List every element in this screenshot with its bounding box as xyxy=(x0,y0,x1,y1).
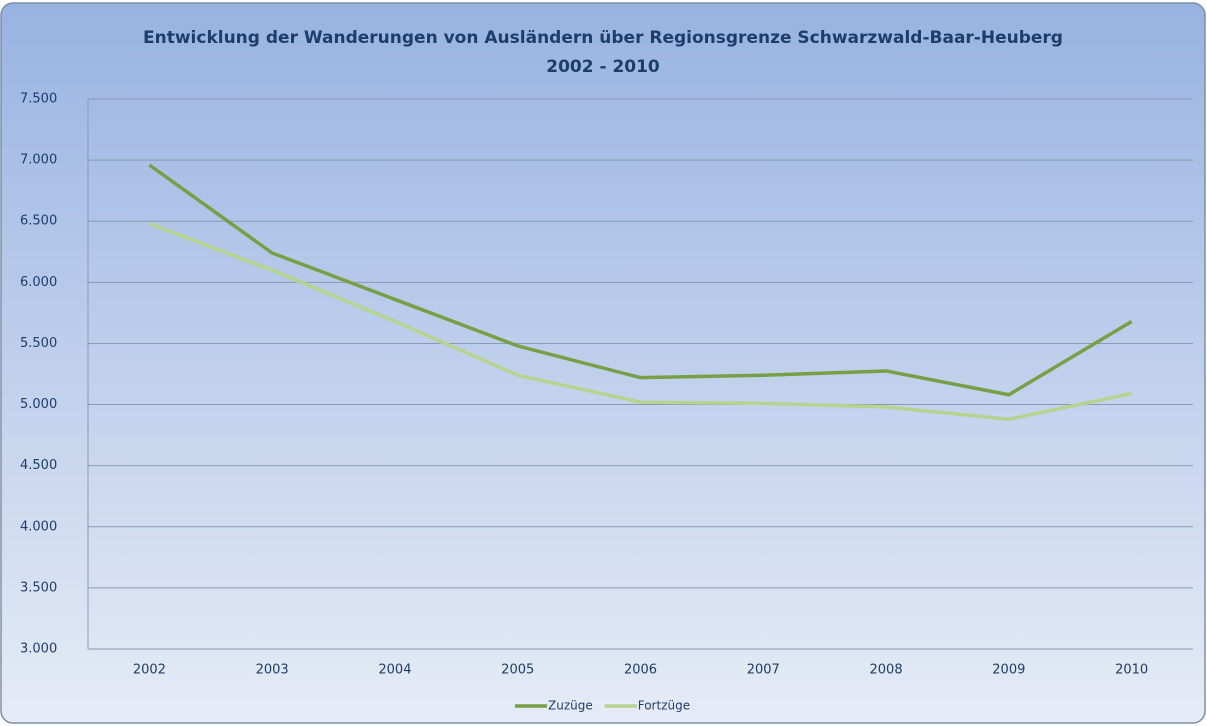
y-tick-label: 7.000 xyxy=(20,153,57,168)
chart-subtitle: 2002 - 2010 xyxy=(546,57,660,77)
x-tick-label: 2010 xyxy=(1115,663,1148,678)
y-tick-label: 5.500 xyxy=(20,336,57,351)
y-tick-label: 5.000 xyxy=(20,397,57,412)
y-tick-label: 6.500 xyxy=(20,214,57,229)
y-tick-label: 4.500 xyxy=(20,458,57,473)
x-tick-label: 2002 xyxy=(133,663,166,678)
chart-title: Entwicklung der Wanderungen von Auslände… xyxy=(143,28,1063,48)
series-line xyxy=(148,222,1132,421)
legend-label: Fortzüge xyxy=(638,699,690,713)
series-line xyxy=(148,163,1133,397)
x-tick-label: 2008 xyxy=(870,663,903,678)
x-tick-label: 2007 xyxy=(747,663,780,678)
x-tick-label: 2003 xyxy=(256,663,289,678)
x-tick-label: 2006 xyxy=(624,663,657,678)
y-tick-label: 3.500 xyxy=(20,580,57,595)
x-tick-label: 2009 xyxy=(992,663,1025,678)
legend-label: Zuzüge xyxy=(548,699,593,713)
x-tick-label: 2005 xyxy=(501,663,534,678)
x-tick-label: 2004 xyxy=(378,663,411,678)
y-tick-label: 4.000 xyxy=(20,519,57,534)
y-tick-label: 6.000 xyxy=(20,275,57,290)
y-tick-label: 3.000 xyxy=(20,642,57,657)
y-tick-label: 7.500 xyxy=(20,92,57,107)
